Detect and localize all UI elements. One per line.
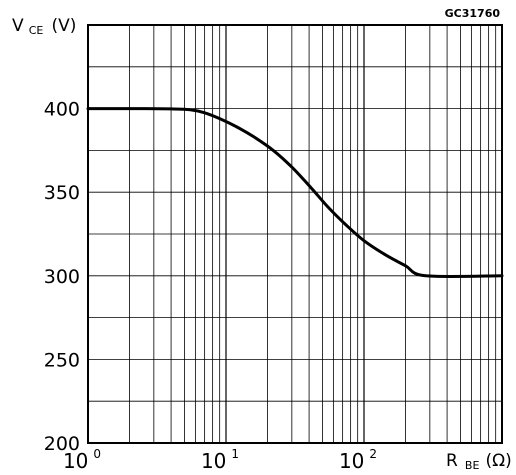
x-tick-label: 10 2	[339, 447, 377, 473]
x-tick-label: 10 1	[201, 447, 239, 473]
y-axis-label-sub: CE	[29, 24, 44, 37]
y-tick-labels: 200 250 300 350 400	[44, 99, 80, 455]
y-tick-label: 250	[44, 349, 80, 371]
series-line-1	[86, 107, 504, 279]
y-tick-label: 350	[44, 182, 80, 204]
figure-id: GC31760	[445, 7, 501, 20]
grid	[88, 25, 502, 443]
x-axis-label-main: R	[446, 451, 458, 471]
y-tick-label: 300	[44, 266, 80, 288]
x-tick-labels: 10 0 10 1 10 2	[63, 447, 377, 473]
x-axis-label: R BE (Ω)	[446, 451, 512, 473]
x-axis-label-sub: BE	[465, 459, 480, 472]
series-layer	[86, 107, 504, 279]
y-axis-label-main: V	[12, 16, 24, 36]
y-tick-label: 400	[44, 99, 80, 121]
y-axis-label: V CE (V)	[12, 16, 76, 38]
x-tick-label: 10 0	[63, 447, 101, 473]
y-axis-label-unit: (V)	[51, 16, 76, 36]
x-axis-label-unit: (Ω)	[486, 451, 512, 471]
y-tick-label: 200	[44, 433, 80, 455]
plot-frame	[87, 24, 503, 444]
